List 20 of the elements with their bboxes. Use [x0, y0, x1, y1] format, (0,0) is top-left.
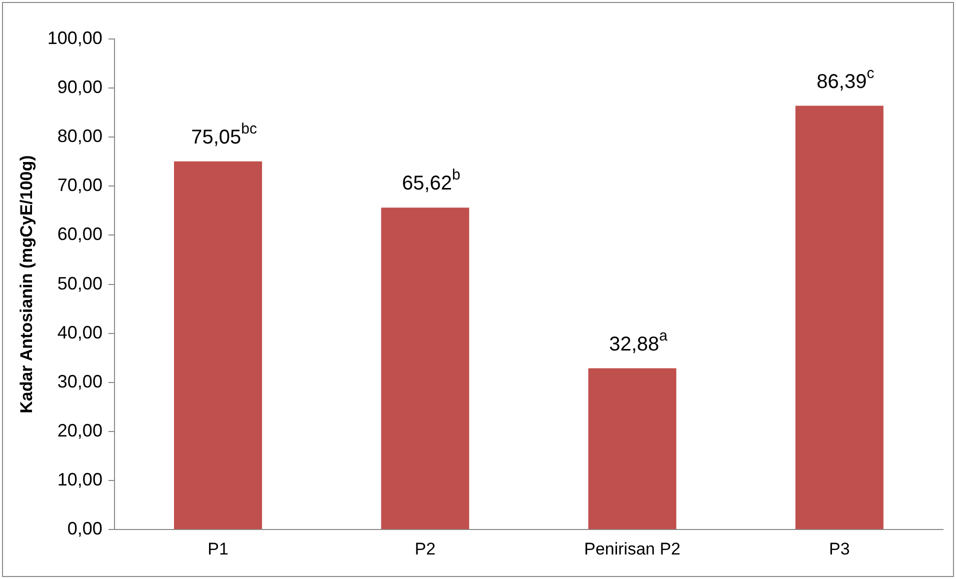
y-tick-label: 30,00	[57, 371, 102, 392]
y-tick-label: 100,00	[47, 28, 102, 48]
x-tick-label: P1	[208, 539, 228, 558]
bar	[174, 161, 262, 530]
x-tick-label: P2	[414, 539, 436, 558]
y-tick-label: 10,00	[57, 470, 102, 490]
y-tick-label: 0,00	[67, 518, 102, 539]
bar	[795, 106, 884, 530]
y-axis-title: Kadar Antosianin (mgCyE/100g)	[16, 155, 36, 414]
y-tick-label: 60,00	[57, 224, 102, 244]
x-tick-label: P3	[829, 539, 850, 558]
y-tick-label: 20,00	[57, 420, 102, 440]
y-tick-label: 50,00	[57, 273, 102, 294]
y-tick-label: 80,00	[57, 126, 102, 146]
bar	[588, 368, 676, 530]
y-tick-label: 70,00	[57, 175, 102, 196]
x-tick-label: Penirisan P2	[584, 539, 680, 558]
y-tick-label: 40,00	[57, 322, 102, 342]
y-tick-label: 90,00	[57, 77, 102, 98]
bar	[381, 208, 470, 530]
